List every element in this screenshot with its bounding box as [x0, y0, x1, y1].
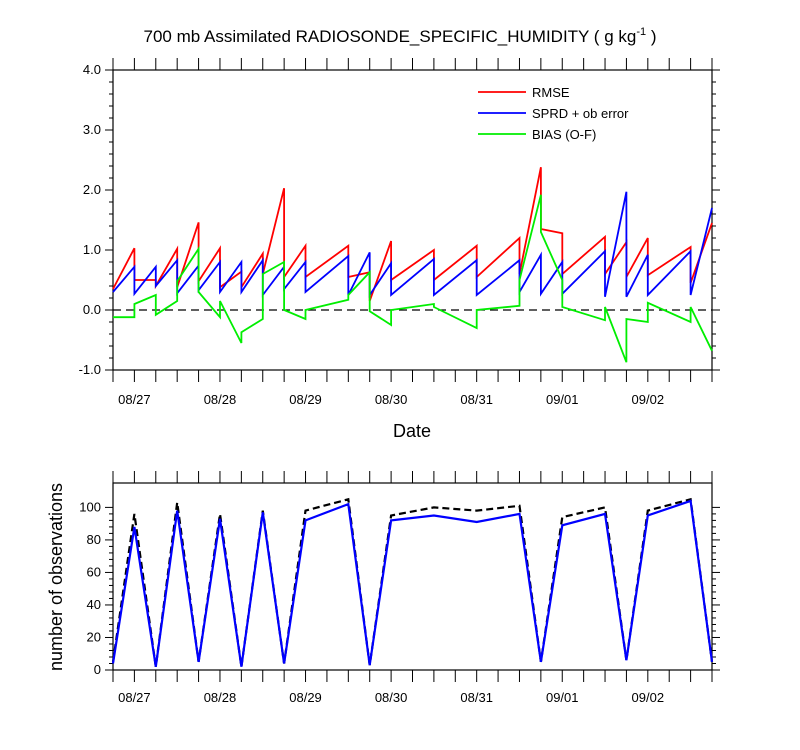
- legend-label: RMSE: [532, 85, 570, 100]
- top-x-tick-label: 09/02: [632, 392, 665, 407]
- top-series-sprd-ob-error: [112, 191, 713, 298]
- bottom-x-tick-label: 09/01: [546, 690, 579, 705]
- bottom-x-tick-label: 09/02: [632, 690, 665, 705]
- legend-label: SPRD + ob error: [532, 106, 629, 121]
- top-y-tick-label: 3.0: [83, 122, 101, 137]
- bottom-x-tick-label: 08/30: [375, 690, 408, 705]
- bottom-x-tick-label: 08/28: [204, 690, 237, 705]
- bottom-series: [111, 497, 714, 667]
- top-y-tick-label: -1.0: [79, 362, 101, 377]
- top-series-bias-o-f: [113, 194, 713, 363]
- bottom-x-tick-label: 08/31: [460, 690, 493, 705]
- bottom-chart: 0 20 40 60 80 100 08/27 08/28 08/29 08/30 08/31 09/…: [46, 471, 720, 705]
- title-superscript: -1: [636, 26, 646, 38]
- bottom-y-tick-label: 40: [87, 597, 101, 612]
- top-x-tick-label: 08/27: [118, 392, 151, 407]
- top-series: [112, 167, 713, 363]
- top-y-tick-label: 1.0: [83, 242, 101, 257]
- top-x-tick-label: 09/01: [546, 392, 579, 407]
- top-y-tick-label: 0.0: [83, 302, 101, 317]
- bottom-x-tick-label: 08/27: [118, 690, 151, 705]
- bottom-y-tick-label: 20: [87, 629, 101, 644]
- top-chart: -1.0 0.0 1.0 2.0 3.0 4.0 08/27 08/28 08/29 08/30 0…: [79, 58, 720, 441]
- top-legend: RMSE SPRD + ob error BIAS (O-F): [478, 85, 629, 142]
- top-series-rmse: [112, 167, 713, 302]
- top-x-tick-label: 08/31: [460, 392, 493, 407]
- top-y-tick-label: 4.0: [83, 62, 101, 77]
- bottom-y-tick-label: 100: [79, 499, 101, 514]
- top-x-tick-label: 08/30: [375, 392, 408, 407]
- top-x-tick-label: 08/29: [289, 392, 322, 407]
- bottom-axes: 0 20 40 60 80 100 08/27 08/28 08/29 08/30 08/31 09/…: [79, 471, 720, 705]
- title-end: ): [646, 27, 656, 46]
- bottom-y-tick-label: 60: [87, 564, 101, 579]
- bottom-y-tick-label: 80: [87, 532, 101, 547]
- bottom-series-possible: [111, 497, 714, 667]
- legend-label: BIAS (O-F): [532, 127, 596, 142]
- bottom-x-tick-label: 08/29: [289, 690, 322, 705]
- top-axes: -1.0 0.0 1.0 2.0 3.0 4.0 08/27 08/28 08/29 08/30 0…: [79, 58, 720, 407]
- top-y-tick-label: 2.0: [83, 182, 101, 197]
- top-chart-title: 700 mb Assimilated RADIOSONDE_SPECIFIC_H…: [144, 26, 657, 46]
- bottom-y-axis-label: number of observations: [46, 483, 66, 671]
- bottom-series-assimilated: [111, 499, 714, 667]
- top-x-axis-label: Date: [393, 421, 431, 441]
- bottom-y-tick-label: 0: [94, 662, 101, 677]
- top-x-tick-label: 08/28: [204, 392, 237, 407]
